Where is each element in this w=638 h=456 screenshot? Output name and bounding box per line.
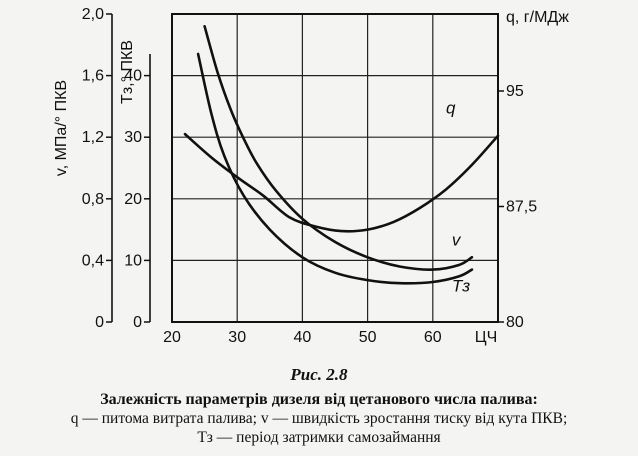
series-line-v [203,25,474,271]
axis-t-title: Tз,° ПКВ [119,40,136,104]
axis-q-title: q, г/МДж [506,9,569,26]
axis-q-tick-label: 87,5 [506,199,537,216]
caption: Рис. 2.8 Залежність параметрів дизеля ві… [0,365,638,447]
axis-v-tick-label: 1,2 [82,129,104,146]
axis-v-title: v, МПа/° ПКВ [53,80,70,176]
figure-label: Рис. 2.8 [290,365,348,384]
axis-t-tick-label: 0 [133,314,142,331]
axis-x-tick-label: 40 [294,329,312,346]
axis-v-tick-label: 0,8 [82,191,104,208]
axis-q-tick-label: 95 [506,83,524,100]
axis-x-tick-label: 60 [424,329,442,346]
series-line-q [183,132,500,233]
caption-line-1: q — питома витрата палива; v — швидкість… [70,410,568,427]
caption-title: Залежність параметрів дизеля від цетанов… [100,391,538,408]
series-line-Tз [196,52,474,285]
series-label-Tз: Tз [452,277,470,296]
plot-frame [171,13,499,323]
axis-t-tick-label: 20 [124,191,142,208]
chart-plot: 0 0,4 0,8 1,2 1,6 2,0 0 10 20 30 40 80 87,5 95 20 30 40 5… [53,6,569,346]
axis-x-tick-label: 50 [359,329,377,346]
axis-t-tick-label: 30 [124,129,142,146]
series-label-q: q [446,99,456,118]
axis-x-title: ЦЧ [475,329,498,346]
axis-t-tick-label: 10 [124,252,142,269]
series-label-v: v [452,230,462,249]
axis-t-tick-label: 40 [124,68,142,85]
axis-v-tick-label: 0 [95,314,104,331]
axis-v-tick-label: 2,0 [82,6,104,23]
axis-v-tick-label: 1,6 [82,68,104,85]
axis-v-tick-label: 0,4 [82,252,104,269]
axis-x-tick-label: 20 [163,329,181,346]
axis-q-tick-label: 80 [506,314,524,331]
axis-x-tick-label: 30 [228,329,246,346]
caption-line-2: Tз — період затримки самозаймання [197,429,441,446]
